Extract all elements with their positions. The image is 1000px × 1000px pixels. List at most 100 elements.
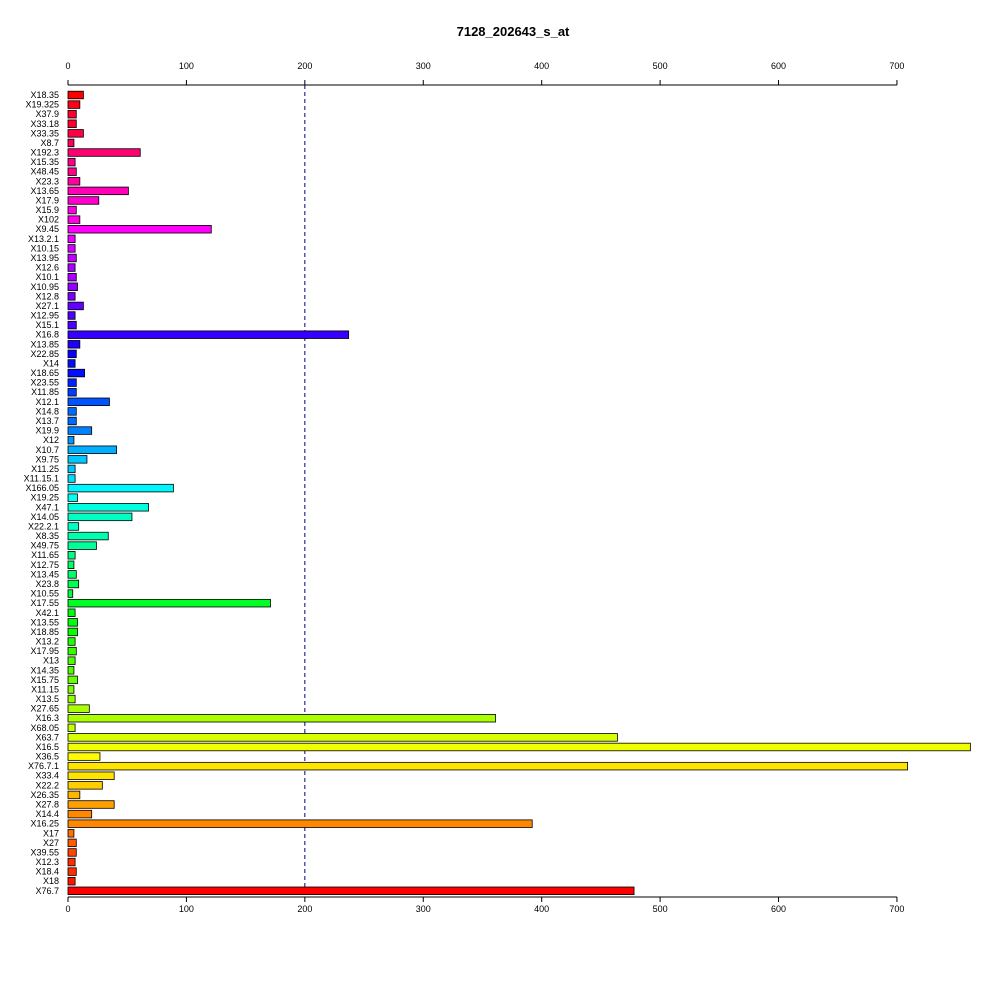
- category-label: X27: [43, 838, 59, 848]
- bar-X16.25: [67, 819, 533, 828]
- category-label: X13.45: [30, 569, 59, 579]
- category-label: X18.4: [35, 867, 59, 877]
- category-label: X12.3: [35, 857, 59, 867]
- bar-X76.7: [67, 886, 635, 896]
- category-label: X37.9: [35, 109, 59, 119]
- bar-X23.8: [67, 579, 80, 589]
- category-label: X11.85: [31, 387, 59, 397]
- bar-X8.7: [67, 138, 75, 148]
- bar-X17: [67, 829, 75, 838]
- bar-X13.5: [67, 694, 76, 704]
- category-label: X47.1: [35, 502, 59, 512]
- bar-X16.5: [67, 742, 971, 752]
- bar-X11.15.1: [67, 474, 76, 483]
- category-label: X17: [43, 828, 59, 838]
- bar-X42.1: [67, 608, 76, 617]
- bar-X33.35: [67, 129, 84, 138]
- x-tick-label-top: 700: [889, 61, 904, 71]
- category-label: X14.35: [30, 665, 59, 675]
- category-label: X11.15: [31, 684, 59, 694]
- category-label: X63.7: [35, 732, 59, 742]
- bar-X15.35: [67, 157, 76, 167]
- bar-X10.55: [67, 589, 74, 598]
- category-label: X19.25: [30, 493, 59, 503]
- bar-X11.25: [67, 464, 76, 474]
- bar-X19.25: [67, 493, 78, 502]
- category-label: X22.2: [35, 780, 59, 790]
- bar-X14.4: [67, 809, 93, 819]
- category-label: X13: [43, 656, 59, 666]
- bar-X10.7: [67, 445, 117, 454]
- category-label: X18.65: [30, 368, 59, 378]
- bar-X13.65: [67, 186, 129, 196]
- category-label: X14.4: [35, 809, 59, 819]
- bar-X76.7.1: [67, 761, 909, 771]
- bar-X13.7: [67, 416, 77, 426]
- bar-X8.35: [67, 531, 109, 541]
- category-label: X13.5: [35, 694, 59, 704]
- category-label: X76.7: [35, 886, 59, 896]
- x-tick-label-bottom: 300: [416, 904, 431, 914]
- category-label: X12: [43, 435, 59, 445]
- bar-X14: [67, 359, 76, 368]
- x-tick-label-top: 600: [771, 61, 786, 71]
- bar-X9.75: [67, 455, 88, 464]
- category-label: X27.1: [35, 301, 59, 311]
- bar-X102: [67, 215, 81, 224]
- bar-X18.85: [67, 627, 78, 637]
- bar-X14.8: [67, 407, 77, 416]
- category-label: X11.25: [31, 464, 59, 474]
- bar-X11.85: [67, 388, 77, 397]
- category-label: X68.05: [30, 723, 59, 733]
- category-label: X16.8: [35, 330, 59, 340]
- bar-X16.8: [67, 330, 350, 339]
- bar-X12.8: [67, 292, 76, 301]
- category-label: X36.5: [35, 752, 59, 762]
- category-label: X17.9: [35, 195, 59, 205]
- bar-X49.75: [67, 541, 97, 550]
- category-label: X15.1: [35, 320, 59, 330]
- bar-X27.8: [67, 800, 115, 809]
- category-label: X10.55: [30, 589, 59, 599]
- bars: [67, 90, 971, 896]
- category-label: X12.1: [35, 397, 59, 407]
- x-tick-label-bottom: 200: [297, 904, 312, 914]
- category-label: X15.75: [30, 675, 59, 685]
- bar-X23.55: [67, 378, 77, 387]
- x-tick-label-bottom: 500: [653, 904, 668, 914]
- category-label: X33.35: [30, 128, 59, 138]
- bar-X63.7: [67, 733, 618, 742]
- bar-X13: [67, 656, 76, 665]
- category-label: X13.7: [35, 416, 59, 426]
- category-labels: X18.35X19.325X37.9X33.18X33.35X8.7X192.3…: [24, 90, 59, 896]
- x-tick-label-top: 100: [179, 61, 194, 71]
- bar-X166.05: [67, 483, 174, 493]
- bar-X22.2: [67, 781, 103, 790]
- bar-X27.65: [67, 704, 90, 713]
- category-label: X192.3: [30, 148, 59, 158]
- category-label: X11.15.1: [24, 474, 59, 484]
- category-label: X33.18: [30, 119, 59, 129]
- category-label: X13.2.1: [28, 234, 59, 244]
- bar-X36.5: [67, 752, 101, 761]
- category-label: X18.85: [30, 627, 59, 637]
- category-label: X14: [43, 358, 59, 368]
- bar-X13.85: [67, 340, 81, 349]
- bar-X15.9: [67, 205, 77, 215]
- category-label: X33.4: [35, 771, 59, 781]
- bar-X10.1: [67, 272, 77, 282]
- x-tick-label-bottom: 0: [65, 904, 70, 914]
- bar-X19.9: [67, 426, 93, 435]
- bar-X12.95: [67, 311, 76, 320]
- category-label: X12.75: [30, 560, 59, 570]
- bar-X14.35: [67, 666, 75, 675]
- category-label: X26.35: [30, 790, 59, 800]
- category-label: X166.05: [25, 483, 59, 493]
- bar-X27: [67, 838, 77, 848]
- x-tick-label-top: 200: [297, 61, 312, 71]
- category-label: X19.9: [35, 426, 59, 436]
- category-label: X102: [38, 215, 59, 225]
- bar-X9.45: [67, 225, 212, 234]
- bar-X27.1: [67, 301, 84, 311]
